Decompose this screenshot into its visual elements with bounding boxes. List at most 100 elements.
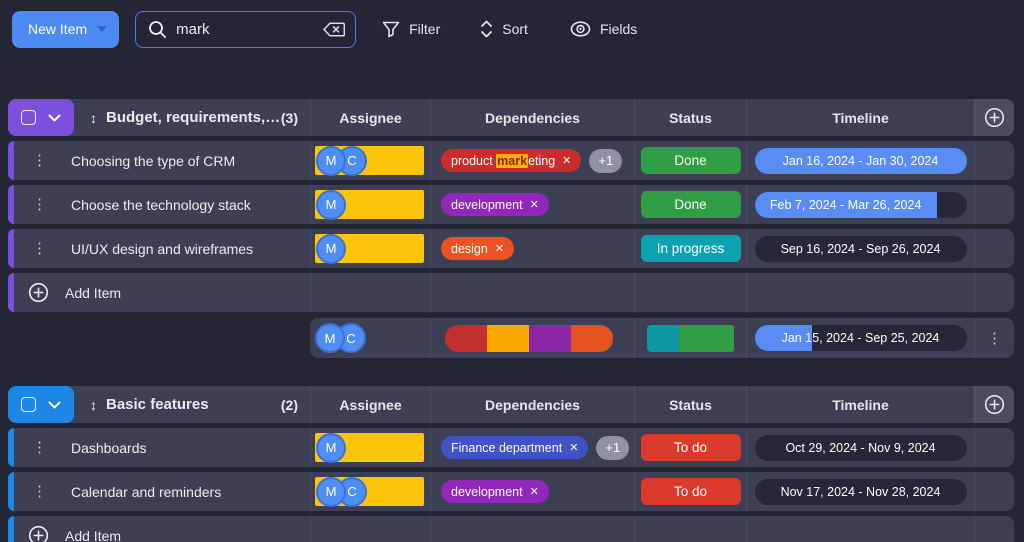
column-header-dependencies[interactable]: Dependencies — [430, 99, 634, 136]
row-menu-icon[interactable]: ⋮ — [32, 152, 47, 169]
remove-tag-icon[interactable]: ✕ — [529, 199, 539, 211]
segment-orange — [571, 324, 613, 352]
column-header-assignee[interactable]: Assignee — [310, 386, 430, 423]
row-menu-icon[interactable]: ⋮ — [32, 240, 47, 257]
row-menu-icon[interactable]: ⋮ — [32, 196, 47, 213]
column-header-dependencies[interactable]: Dependencies — [430, 386, 634, 423]
remove-tag-icon[interactable]: ✕ — [494, 243, 505, 255]
assignee-cell[interactable]: M — [310, 428, 430, 467]
add-item-row[interactable]: Add Item — [8, 273, 1014, 312]
group-title[interactable]: Basic features — [106, 396, 209, 413]
sort-button[interactable]: Sort — [480, 20, 528, 38]
empty-cell — [746, 516, 974, 542]
remove-tag-icon[interactable]: ✕ — [569, 442, 579, 454]
group-checkbox[interactable] — [21, 110, 36, 125]
task-row[interactable]: ⋮ Calendar and reminders M C development… — [8, 472, 1014, 511]
add-item-cell: Add Item — [8, 273, 310, 312]
add-item-row[interactable]: Add Item — [8, 516, 1014, 542]
dependency-tag[interactable]: design ✕ — [441, 237, 515, 260]
task-title[interactable]: Choose the technology stack — [71, 196, 251, 213]
row-menu-icon[interactable]: ⋮ — [32, 483, 47, 500]
timeline-pill[interactable]: Feb 7, 2024 - Mar 26, 2024 — [754, 191, 967, 218]
status-summary-bar[interactable] — [646, 324, 735, 352]
column-header-status[interactable]: Status — [634, 386, 746, 423]
timeline-pill[interactable]: Sep 16, 2024 - Sep 26, 2024 — [754, 235, 967, 262]
remove-tag-icon[interactable]: ✕ — [529, 486, 539, 498]
assignee-cell[interactable]: M C — [310, 472, 430, 511]
chevron-down-icon[interactable] — [97, 26, 108, 32]
search-box[interactable] — [135, 10, 357, 48]
empty-cell — [974, 516, 1014, 542]
status-badge[interactable]: To do — [640, 434, 741, 461]
status-cell: Done — [634, 141, 746, 180]
status-badge[interactable]: To do — [640, 478, 741, 505]
row-menu-icon[interactable]: ⋮ — [32, 439, 47, 456]
new-item-button[interactable]: New Item — [12, 10, 120, 48]
column-header-assignee[interactable]: Assignee — [310, 99, 430, 136]
more-tags-badge[interactable]: +1 — [596, 435, 630, 460]
summary-menu-icon[interactable]: ⋮ — [987, 329, 1002, 347]
column-header-timeline[interactable]: Timeline — [746, 386, 974, 423]
avatar[interactable]: M — [316, 476, 346, 507]
status-badge[interactable]: Done — [640, 147, 741, 174]
assignee-cell[interactable]: M — [310, 229, 430, 268]
remove-tag-icon[interactable]: ✕ — [562, 155, 572, 167]
task-title[interactable]: Choosing the type of CRM — [71, 152, 236, 169]
dependency-tag[interactable]: Finance department ✕ — [441, 436, 589, 459]
chevron-down-icon[interactable] — [48, 401, 61, 409]
dependencies-summary-bar[interactable] — [445, 324, 613, 352]
status-badge[interactable]: Done — [640, 191, 741, 218]
group-color-edge — [8, 229, 14, 268]
drag-handle-icon[interactable]: ↕ — [90, 396, 97, 413]
add-column-button[interactable] — [974, 99, 1014, 136]
column-header-timeline[interactable]: Timeline — [746, 99, 974, 136]
dependencies-cell: design ✕ — [430, 229, 634, 268]
eye-icon — [570, 21, 591, 37]
timeline-pill[interactable]: Nov 17, 2024 - Nov 28, 2024 — [754, 478, 967, 505]
task-title[interactable]: Calendar and reminders — [71, 483, 222, 500]
timeline-pill[interactable]: Jan 16, 2024 - Jan 30, 2024 — [754, 147, 967, 174]
task-title[interactable]: UI/UX design and wireframes — [71, 240, 254, 257]
group-title[interactable]: Budget, requirements, and... — [106, 109, 281, 126]
avatar[interactable]: M — [315, 323, 345, 353]
dependencies-cell: development ✕ — [430, 185, 634, 224]
assignee-cell[interactable]: M — [310, 185, 430, 224]
dependency-tag[interactable]: development ✕ — [441, 480, 549, 503]
dependency-tag[interactable]: development ✕ — [441, 193, 549, 216]
task-row[interactable]: ⋮ UI/UX design and wireframes M design ✕… — [8, 229, 1014, 268]
group-header-budget: ↕ Budget, requirements, and... (3) Assig… — [8, 99, 1014, 136]
dependency-tag[interactable]: product marketing ✕ — [441, 149, 582, 172]
segment-red — [445, 324, 487, 352]
group-checkbox[interactable] — [21, 397, 36, 412]
task-row[interactable]: ⋮ Dashboards M Finance department ✕ +1 T… — [8, 428, 1014, 467]
assignee-cell[interactable]: M C — [310, 141, 430, 180]
timeline-summary-pill[interactable]: Jan 15, 2024 - Sep 25, 2024 — [754, 325, 967, 351]
avatar[interactable]: M — [316, 233, 346, 264]
more-tags-badge[interactable]: +1 — [589, 148, 623, 173]
timeline-progress-fill — [754, 325, 812, 351]
fields-button[interactable]: Fields — [570, 21, 637, 37]
avatar[interactable]: M — [316, 145, 346, 176]
avatar[interactable]: M — [316, 189, 346, 220]
timeline-pill[interactable]: Oct 29, 2024 - Nov 9, 2024 — [754, 434, 967, 461]
drag-handle-icon[interactable]: ↕ — [90, 109, 97, 126]
task-row[interactable]: ⋮ Choosing the type of CRM M C product m… — [8, 141, 1014, 180]
chevron-down-icon[interactable] — [48, 114, 61, 122]
group-summary-row: M C Jan 15, 2024 - Sep 25, 2024 — [8, 318, 1014, 358]
group-collapse-control[interactable] — [8, 386, 74, 423]
avatar[interactable]: M — [316, 432, 346, 463]
board: ↕ Budget, requirements, and... (3) Assig… — [8, 99, 1014, 542]
timeline-cell: Feb 7, 2024 - Mar 26, 2024 — [746, 185, 974, 224]
clear-search-icon[interactable] — [323, 21, 346, 37]
add-column-button[interactable] — [974, 386, 1014, 423]
empty-cell — [974, 185, 1014, 224]
empty-cell — [974, 273, 1014, 312]
group-collapse-control[interactable] — [8, 99, 74, 136]
column-header-status[interactable]: Status — [634, 99, 746, 136]
filter-button[interactable]: Filter — [382, 21, 440, 38]
task-title[interactable]: Dashboards — [71, 439, 147, 456]
plus-circle-icon — [28, 525, 49, 542]
search-input[interactable] — [176, 20, 315, 38]
task-row[interactable]: ⋮ Choose the technology stack M developm… — [8, 185, 1014, 224]
status-badge[interactable]: In progress — [640, 235, 741, 262]
